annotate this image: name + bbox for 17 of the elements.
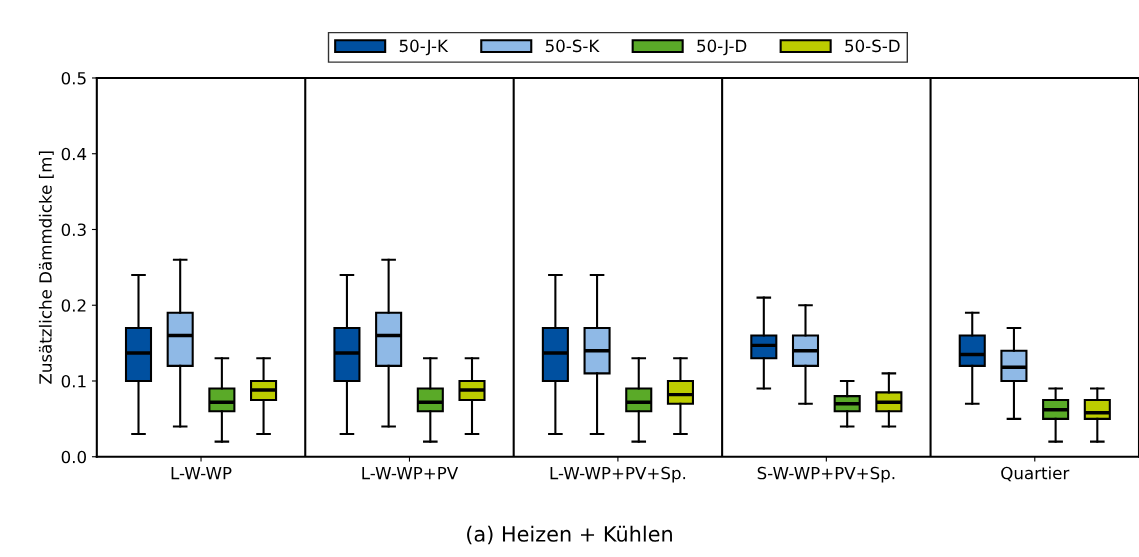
x-tick-label: L-W-WP+PV	[362, 466, 459, 480]
y-tick-label: 0.5	[61, 71, 86, 85]
legend-label: 50-S-D	[845, 39, 900, 53]
y-tick-label: 0.0	[61, 450, 86, 464]
legend-label: 50-J-D	[697, 39, 747, 56]
y-tick-label: 0.3	[61, 223, 86, 237]
x-tick-label: L-W-WP+PV+Sp.	[550, 466, 686, 483]
legend-label: 50-J-K	[399, 39, 449, 56]
y-tick-label: 0.4	[61, 147, 87, 161]
y-axis-title: Zusätzliche Dämmdicke [m]	[38, 151, 54, 384]
x-tick-label: L-W-WP	[171, 466, 232, 480]
y-tick-label: 0.2	[61, 299, 86, 312]
text: (a) Heizen + Kühlen	[467, 525, 672, 545]
legend-label: 50-S-K	[545, 39, 600, 53]
x-tick-label: Quartier	[1001, 466, 1070, 482]
x-tick-label: S-W-WP+PV+Sp.	[757, 466, 895, 483]
y-tick-label: 0.1	[61, 374, 86, 388]
